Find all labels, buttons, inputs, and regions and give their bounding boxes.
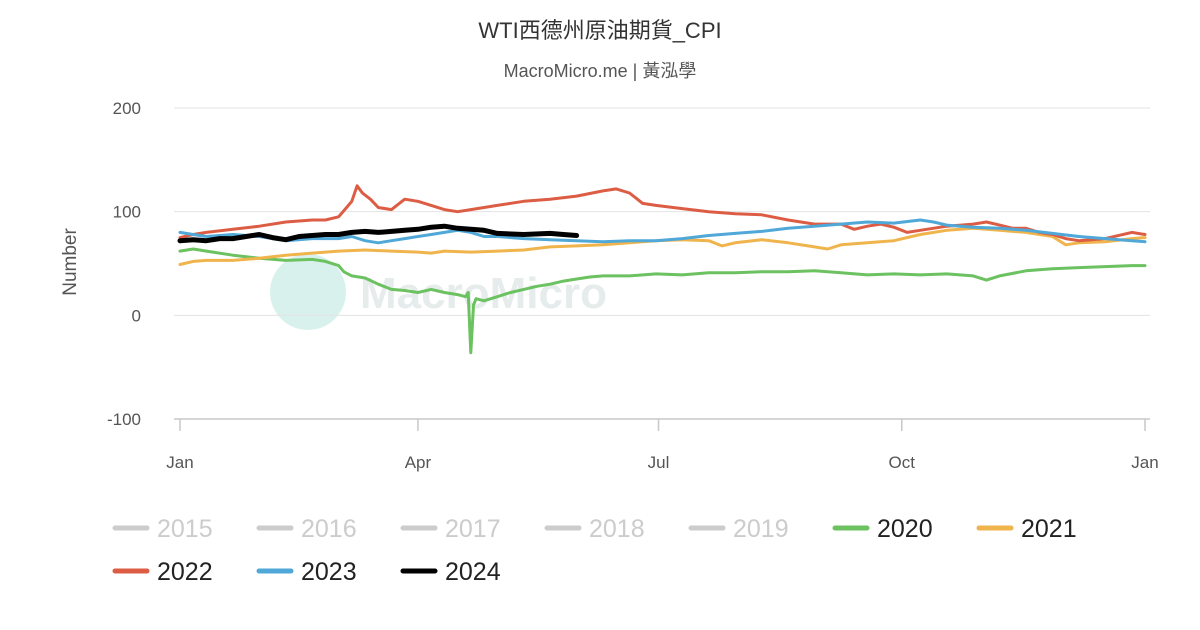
watermark-logo-icon xyxy=(270,254,346,330)
legend-label: 2023 xyxy=(301,558,357,586)
x-tick-label: Jan xyxy=(1131,453,1158,472)
legend-item-2016[interactable]: 2016 xyxy=(256,515,357,543)
legend-item-2020[interactable]: 2020 xyxy=(832,515,933,543)
x-tick-label: Jul xyxy=(648,453,670,472)
legend-label: 2021 xyxy=(1021,515,1077,543)
chart-title: WTI西德州原油期貨_CPI xyxy=(478,18,721,43)
legend-item-2023[interactable]: 2023 xyxy=(256,558,357,586)
series-line-2023 xyxy=(178,218,1147,245)
legend-item-2022[interactable]: 2022 xyxy=(112,558,213,586)
legend-item-2021[interactable]: 2021 xyxy=(976,515,1077,543)
series-line-2024 xyxy=(177,223,580,244)
series-line-2020 xyxy=(178,247,1147,355)
watermark-text: MacroMicro xyxy=(360,269,607,318)
legend-label: 2016 xyxy=(301,515,357,543)
y-tick-label: 200 xyxy=(113,99,141,118)
grid-lines xyxy=(174,107,1150,316)
legend-label: 2019 xyxy=(733,515,789,543)
legend-label: 2020 xyxy=(877,515,933,543)
legend-item-2017[interactable]: 2017 xyxy=(400,515,501,543)
legend-label: 2018 xyxy=(589,515,645,543)
legend-label: 2017 xyxy=(445,515,501,543)
watermark: MacroMicro xyxy=(270,254,607,330)
legend-label: 2022 xyxy=(157,558,213,586)
legend-label: 2024 xyxy=(445,558,501,586)
x-tick-label: Apr xyxy=(405,453,432,472)
x-tick-label: Jan xyxy=(166,453,193,472)
y-tick-label: 100 xyxy=(113,203,141,222)
chart-subtitle: MacroMicro.me | 黃泓學 xyxy=(504,61,697,81)
x-axis-ticks: Jan Apr Jul Oct Jan xyxy=(166,419,1159,472)
legend-item-2019[interactable]: 2019 xyxy=(688,515,789,543)
legend-item-2024[interactable]: 2024 xyxy=(400,558,501,586)
series-line-2022 xyxy=(178,184,1147,243)
x-tick-label: Oct xyxy=(889,453,916,472)
y-axis-label: Number xyxy=(60,228,81,296)
legend-label: 2015 xyxy=(157,515,213,543)
legend-item-2015[interactable]: 2015 xyxy=(112,515,213,543)
series-group xyxy=(177,184,1147,355)
y-tick-label: 0 xyxy=(132,306,141,325)
y-tick-label: -100 xyxy=(107,410,141,429)
legend-item-2018[interactable]: 2018 xyxy=(544,515,645,543)
y-axis-ticks: 200 100 0 -100 xyxy=(107,99,141,429)
legend: 2015 2016 2017 2018 2019 2020 2021 2022 2023 2024 xyxy=(112,515,1077,586)
